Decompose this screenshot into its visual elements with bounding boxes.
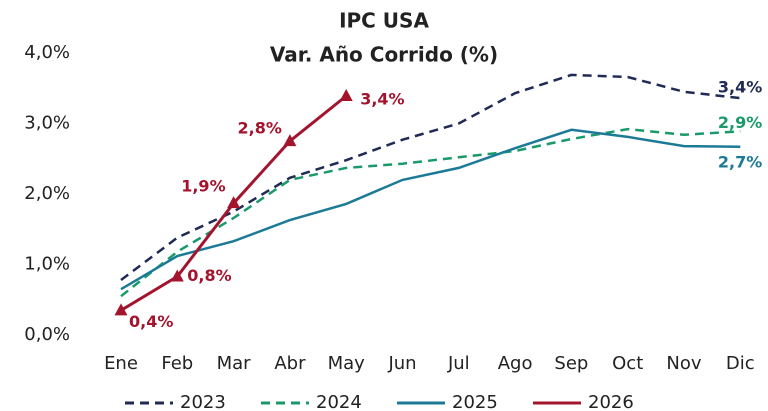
y-tick-label: 4,0% xyxy=(24,42,70,63)
y-tick-label: 0,0% xyxy=(24,324,70,345)
legend-label: 2024 xyxy=(316,392,362,411)
data-label: 3,4% xyxy=(360,90,404,109)
data-label: 2,8% xyxy=(238,119,282,138)
x-tick-label: May xyxy=(328,353,366,374)
x-tick-label: Oct xyxy=(612,353,643,374)
chart-subtitle: Var. Año Corrido (%) xyxy=(270,43,498,67)
data-label: 1,9% xyxy=(181,177,225,196)
series-line xyxy=(120,127,741,298)
y-tick-label: 1,0% xyxy=(24,254,70,275)
data-label: 3,4% xyxy=(718,78,762,97)
y-tick-label: 2,0% xyxy=(24,183,70,204)
x-tick-label: Jun xyxy=(387,353,416,374)
series-line xyxy=(120,128,741,291)
data-label: 2,7% xyxy=(718,152,762,171)
x-tick-label: Nov xyxy=(666,353,701,374)
x-tick-label: Abr xyxy=(274,353,306,374)
legend-label: 2025 xyxy=(452,392,498,411)
x-tick-label: Dic xyxy=(726,353,755,374)
legend-label: 2023 xyxy=(180,392,226,411)
data-label: 0,8% xyxy=(187,266,231,285)
x-tick-label: Jul xyxy=(447,353,470,374)
x-tick-label: Mar xyxy=(217,353,252,374)
data-label: 2,9% xyxy=(718,113,762,132)
chart-title: IPC USA xyxy=(339,9,429,33)
point-marker xyxy=(114,303,128,316)
point-marker xyxy=(339,89,353,102)
point-marker xyxy=(227,196,241,209)
legend-label: 2026 xyxy=(588,392,634,411)
x-tick-label: Ene xyxy=(104,353,138,374)
point-marker xyxy=(283,134,297,147)
point-marker xyxy=(170,269,184,282)
x-tick-label: Feb xyxy=(161,353,193,374)
data-label: 0,4% xyxy=(129,312,173,331)
x-tick-label: Ago xyxy=(498,353,533,374)
x-tick-label: Sep xyxy=(554,353,588,374)
y-tick-label: 3,0% xyxy=(24,113,70,134)
